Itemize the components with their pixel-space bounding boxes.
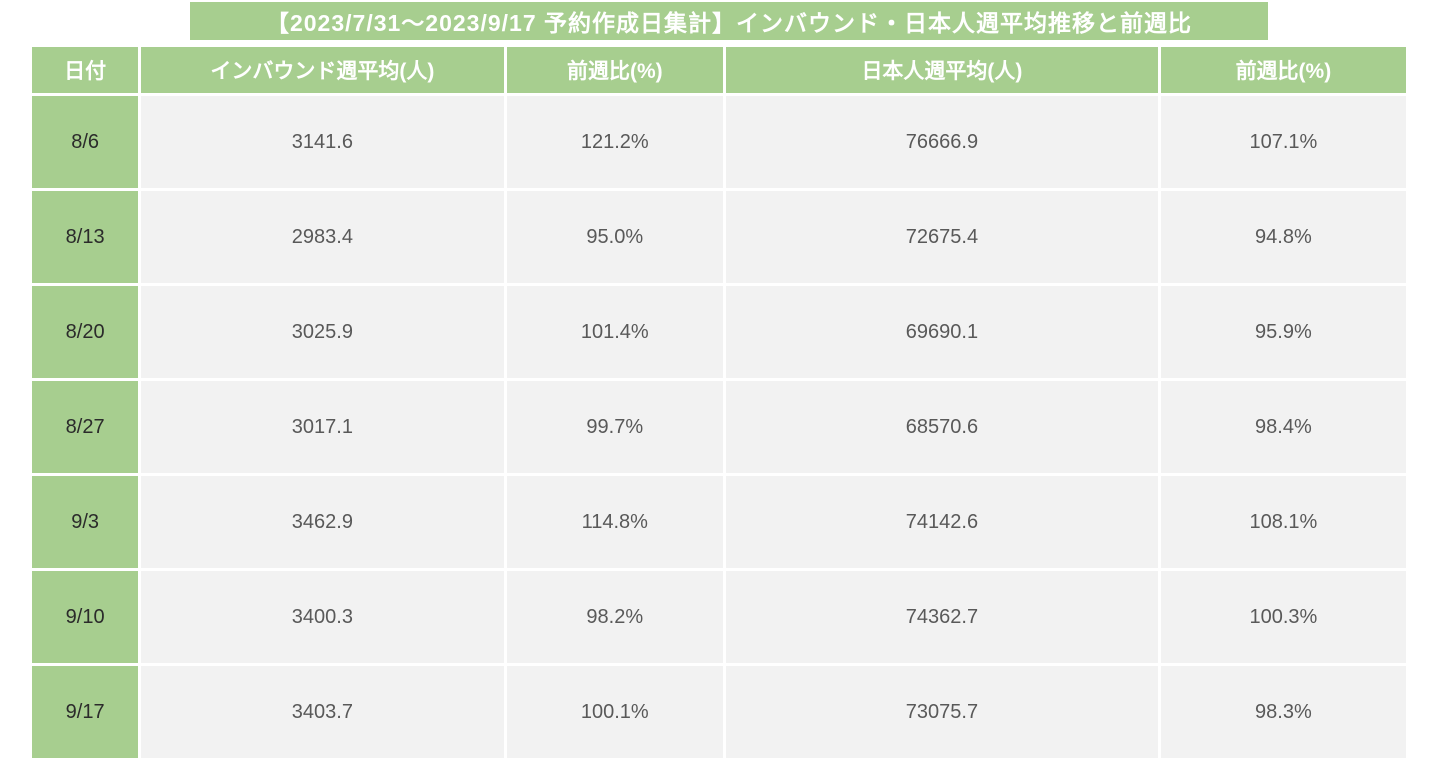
table-row: 9/10 3400.3 98.2% 74362.7 100.3%: [32, 571, 1406, 663]
inbound-avg-cell: 3403.7: [141, 666, 504, 758]
inbound-avg-cell: 2983.4: [141, 191, 504, 283]
header-inbound-avg: インバウンド週平均(人): [141, 47, 504, 93]
date-cell: 8/13: [32, 191, 139, 283]
report-title-text: 【2023/7/31〜2023/9/17 予約作成日集計】インバウンド・日本人週…: [265, 10, 1193, 36]
inbound-avg-cell: 3400.3: [141, 571, 504, 663]
japanese-wow-cell: 98.3%: [1160, 666, 1406, 758]
date-cell: 9/10: [32, 571, 139, 663]
japanese-avg-cell: 69690.1: [726, 286, 1158, 378]
inbound-wow-cell: 101.4%: [506, 286, 724, 378]
table-header-row: 日付 インバウンド週平均(人) 前週比(%) 日本人週平均(人) 前週比(%): [32, 47, 1406, 93]
table-row: 9/17 3403.7 100.1% 73075.7 98.3%: [32, 666, 1406, 758]
table-row: 8/20 3025.9 101.4% 69690.1 95.9%: [32, 286, 1406, 378]
inbound-wow-cell: 99.7%: [506, 381, 724, 473]
japanese-avg-cell: 76666.9: [726, 96, 1158, 188]
date-cell: 8/27: [32, 381, 139, 473]
date-cell: 9/17: [32, 666, 139, 758]
header-japanese-avg: 日本人週平均(人): [726, 47, 1158, 93]
japanese-wow-cell: 98.4%: [1160, 381, 1406, 473]
japanese-wow-cell: 107.1%: [1160, 96, 1406, 188]
japanese-avg-cell: 74362.7: [726, 571, 1158, 663]
table-row: 8/27 3017.1 99.7% 68570.6 98.4%: [32, 381, 1406, 473]
inbound-wow-cell: 114.8%: [506, 476, 724, 568]
japanese-wow-cell: 94.8%: [1160, 191, 1406, 283]
inbound-wow-cell: 121.2%: [506, 96, 724, 188]
inbound-avg-cell: 3462.9: [141, 476, 504, 568]
inbound-avg-cell: 3017.1: [141, 381, 504, 473]
japanese-wow-cell: 108.1%: [1160, 476, 1406, 568]
date-cell: 8/6: [32, 96, 139, 188]
japanese-avg-cell: 74142.6: [726, 476, 1158, 568]
header-date: 日付: [32, 47, 139, 93]
inbound-wow-cell: 98.2%: [506, 571, 724, 663]
header-inbound-wow: 前週比(%): [506, 47, 724, 93]
japanese-avg-cell: 73075.7: [726, 666, 1158, 758]
date-cell: 8/20: [32, 286, 139, 378]
inbound-wow-cell: 95.0%: [506, 191, 724, 283]
japanese-wow-cell: 95.9%: [1160, 286, 1406, 378]
table-row: 9/3 3462.9 114.8% 74142.6 108.1%: [32, 476, 1406, 568]
table-row: 8/13 2983.4 95.0% 72675.4 94.8%: [32, 191, 1406, 283]
header-japanese-wow: 前週比(%): [1160, 47, 1406, 93]
japanese-wow-cell: 100.3%: [1160, 571, 1406, 663]
inbound-avg-cell: 3025.9: [141, 286, 504, 378]
inbound-wow-cell: 100.1%: [506, 666, 724, 758]
inbound-avg-cell: 3141.6: [141, 96, 504, 188]
report-title: 【2023/7/31〜2023/9/17 予約作成日集計】インバウンド・日本人週…: [190, 2, 1268, 40]
japanese-avg-cell: 68570.6: [726, 381, 1158, 473]
japanese-avg-cell: 72675.4: [726, 191, 1158, 283]
table-row: 8/6 3141.6 121.2% 76666.9 107.1%: [32, 96, 1406, 188]
weekly-average-table: 日付 インバウンド週平均(人) 前週比(%) 日本人週平均(人) 前週比(%) …: [29, 44, 1409, 761]
date-cell: 9/3: [32, 476, 139, 568]
